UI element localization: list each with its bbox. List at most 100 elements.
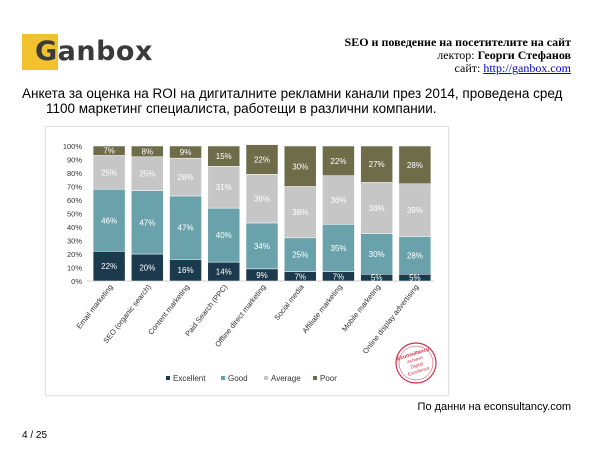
data-label: 39% — [407, 206, 423, 215]
data-label: 9% — [180, 148, 192, 157]
logo-text: Ganbox — [35, 36, 153, 67]
data-label: 22% — [101, 262, 117, 271]
y-tick-label: 100% — [63, 142, 83, 151]
y-tick-label: 30% — [67, 237, 82, 246]
x-category-label: Affiliate marketing — [300, 283, 344, 335]
data-label: 7% — [294, 272, 306, 281]
data-label: 16% — [178, 266, 194, 275]
data-label: 47% — [139, 218, 155, 227]
bar-segment-average — [131, 156, 164, 191]
legend-swatch-poor — [313, 376, 317, 380]
header-site: сайт: http://ganbox.com — [345, 62, 571, 75]
legend-swatch-excellent — [166, 376, 170, 380]
bar-segment-good — [207, 207, 241, 263]
bar-segment-good — [322, 224, 355, 272]
site-link[interactable]: http://ganbox.com — [483, 61, 571, 75]
data-label: 8% — [142, 147, 154, 156]
data-label: 15% — [216, 152, 232, 161]
chart-frame: 0% 10% 20% 30% 40% 50% 60% 70% 80% 90% 100% 22% 46% 2… — [45, 126, 449, 396]
bar-segment-poor — [169, 145, 202, 159]
bar-segment-good — [131, 190, 164, 255]
data-label: 22% — [330, 157, 346, 166]
y-tick-label: 50% — [67, 210, 82, 219]
logo-mark — [22, 34, 58, 70]
stamp-text-line: Achieve — [406, 355, 424, 365]
y-tick-label: 10% — [67, 264, 82, 273]
bar-segment-poor — [360, 145, 393, 183]
bar-segment-good — [169, 195, 202, 260]
legend-swatch-average — [264, 376, 268, 380]
page-number: 4 / 25 — [22, 430, 48, 441]
data-label: 28% — [407, 251, 423, 260]
legend-label-average: Average — [271, 374, 301, 383]
y-tick-label: 90% — [67, 156, 82, 165]
stacked-bar-chart: 0% 10% 20% 30% 40% 50% 60% 70% 80% 90% 100% 22% 46% 2… — [63, 142, 437, 384]
bar-segment-average — [169, 157, 202, 197]
bar-segment-poor — [207, 145, 241, 167]
bar-segment-average — [398, 183, 432, 237]
bar-segment-good — [360, 233, 393, 275]
data-label: 25% — [101, 168, 117, 177]
data-label: 14% — [216, 268, 232, 277]
y-tick-label: 20% — [67, 250, 82, 259]
bar-segment-excellent — [92, 251, 126, 282]
bar-segment-average — [322, 175, 355, 225]
bar-segment-average — [207, 166, 241, 209]
x-category-label: Social media — [272, 282, 306, 322]
header-lecturer: лектор: Георги Стефанов — [345, 49, 571, 62]
x-category-label: Email marketing — [74, 283, 114, 331]
data-label: 5% — [409, 274, 421, 283]
data-label: 28% — [407, 161, 423, 170]
bar-segment-good — [92, 188, 126, 252]
intro-text: Анкета за оценка на ROI на дигиталните р… — [22, 86, 582, 116]
data-label: 9% — [256, 271, 268, 280]
data-label: 30% — [369, 250, 385, 259]
bar-segment-poor — [398, 145, 432, 185]
data-label: 38% — [292, 208, 308, 217]
bar-segment-good — [283, 237, 317, 272]
data-label: 30% — [292, 162, 308, 171]
data-label: 20% — [139, 264, 155, 273]
bar-segment-good — [245, 222, 279, 270]
econsultancy-stamp-icon — [395, 342, 437, 384]
data-label: 40% — [216, 231, 232, 240]
data-label: 35% — [330, 244, 346, 253]
bar-segment-average — [283, 186, 317, 239]
data-label: 36% — [254, 195, 270, 204]
data-label: 36% — [330, 196, 346, 205]
data-label: 27% — [369, 160, 385, 169]
bar-segment-average — [92, 155, 126, 190]
legend-label-poor: Poor — [320, 374, 337, 383]
intro-line-2: 1100 маркетинг специалиста, работещи в р… — [46, 101, 437, 116]
data-label: 7% — [333, 272, 345, 281]
data-label: 31% — [216, 183, 232, 192]
ganbox-logo: Ganbox — [22, 34, 152, 70]
bar-segment-poor — [131, 145, 164, 158]
data-label: 46% — [101, 216, 117, 225]
stamp-text-line: Excellence — [407, 365, 430, 377]
data-label: 47% — [178, 224, 194, 233]
source-note: По данни на econsultancy.com — [417, 401, 571, 413]
data-label: 7% — [103, 147, 115, 156]
data-label: 25% — [292, 251, 308, 260]
x-category-label: Content marketing — [146, 283, 191, 337]
bar-segment-poor — [245, 144, 279, 175]
bar-segment-poor — [322, 145, 355, 176]
legend-label-good: Good — [228, 374, 248, 383]
data-label: 34% — [254, 242, 270, 251]
header-title: SEO и поведение на посетителите на сайт — [344, 35, 571, 49]
lecturer-name: Георги Стефанов — [477, 48, 571, 62]
bar-segment-excellent — [131, 253, 164, 282]
legend-label-excellent: Excellent — [173, 374, 206, 383]
y-tick-label: 40% — [67, 223, 82, 232]
data-label: 25% — [139, 170, 155, 179]
header-info: SEO и поведение на посетителите на сайт … — [345, 36, 571, 75]
stamp-text-line: Digital — [410, 361, 424, 370]
bar-segment-average — [360, 182, 393, 234]
y-tick-label: 80% — [67, 169, 82, 178]
y-tick-label: 0% — [71, 277, 82, 286]
data-label: 28% — [178, 173, 194, 182]
x-category-label: Mobile marketing — [340, 283, 382, 334]
econsultancy-stamp-ring-icon — [398, 345, 434, 381]
y-tick-label: 60% — [67, 196, 82, 205]
